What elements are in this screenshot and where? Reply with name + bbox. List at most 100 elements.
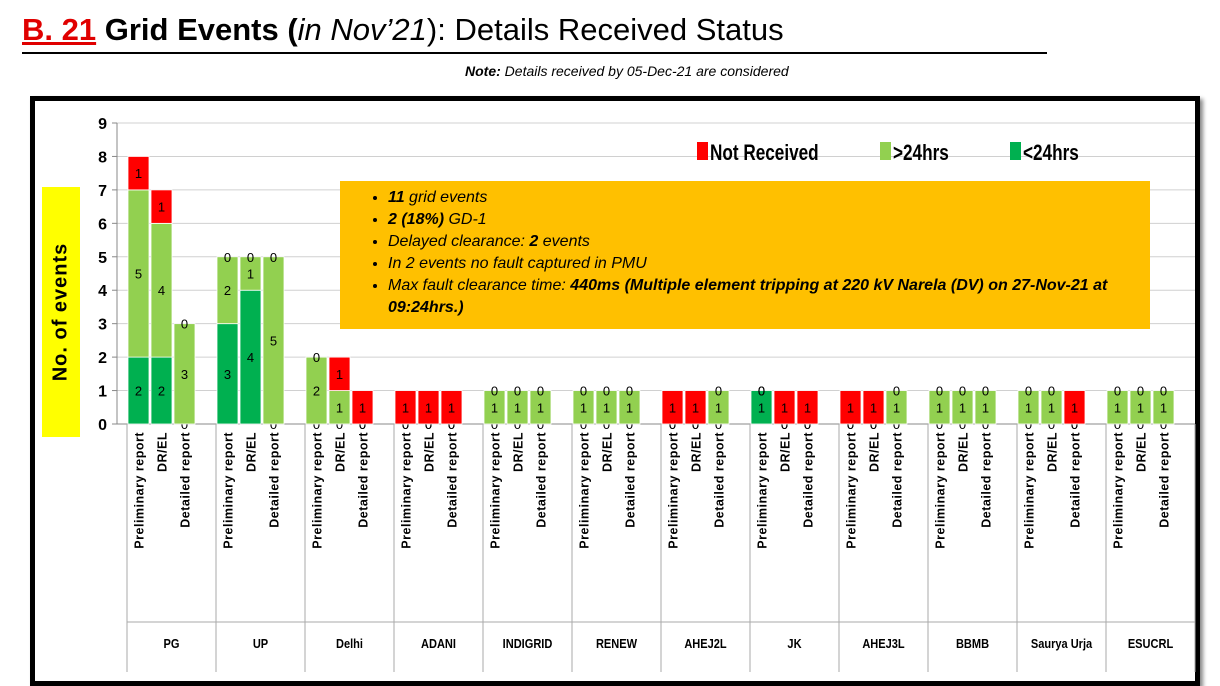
x-subcategory-label: Preliminary report <box>845 432 859 549</box>
x-subcategory-label: Detailed report <box>179 432 193 528</box>
value-label: 0 <box>936 384 943 399</box>
bar-segment <box>1017 390 1040 425</box>
bar-segment <box>796 390 819 425</box>
value-label: 0 <box>425 417 432 432</box>
value-label: 1 <box>870 400 877 415</box>
value-label: 5 <box>270 333 277 348</box>
bar-segment <box>173 323 196 425</box>
note: Note: Details received by 05-Dec-21 are … <box>465 63 789 79</box>
value-label: 3 <box>224 367 231 382</box>
y-tick-label: 9 <box>98 116 107 133</box>
value-label: 1 <box>158 200 165 215</box>
x-subcategory-label: Detailed report <box>891 432 905 528</box>
legend-label: <24hrs <box>1023 141 1079 166</box>
x-tick-label: RENEW <box>596 636 638 651</box>
value-label: 1 <box>847 400 854 415</box>
note-label: Note: <box>465 63 501 79</box>
bar-segment <box>974 390 997 425</box>
annotation-box: 11 grid events 2 (18%) GD-1 Delayed clea… <box>340 181 1150 329</box>
bar-segment <box>483 390 506 425</box>
value-label: 0 <box>982 417 989 432</box>
value-label: 0 <box>1160 417 1167 432</box>
value-label: 4 <box>158 283 165 298</box>
value-label: 0 <box>1025 384 1032 399</box>
value-label: 2 <box>313 384 320 399</box>
x-subcategory-label: Detailed report <box>802 432 816 528</box>
bar-segment <box>951 390 974 425</box>
title-text: ): Details Received Status <box>426 12 784 47</box>
value-label: 0 <box>1048 384 1055 399</box>
value-label: 1 <box>336 400 343 415</box>
x-tick-label: INDIGRID <box>503 636 553 651</box>
bar-segment <box>127 156 150 191</box>
value-label: 1 <box>135 166 142 181</box>
value-label: 0 <box>425 417 432 432</box>
value-label: 1 <box>537 400 544 415</box>
legend-swatch <box>697 142 708 160</box>
x-subcategory-label: Detailed report <box>268 432 282 528</box>
value-label: 1 <box>514 400 521 415</box>
bar-segment <box>618 390 641 425</box>
value-label: 0 <box>448 417 455 432</box>
value-label: 0 <box>537 384 544 399</box>
annotation-bold: 11 <box>388 189 405 206</box>
y-tick-label: 0 <box>98 417 107 434</box>
annotation-text: Delayed clearance: <box>388 233 530 250</box>
value-label: 0 <box>626 384 633 399</box>
x-subcategory-label: Preliminary report <box>756 432 770 549</box>
value-label: 1 <box>893 400 900 415</box>
value-label: 0 <box>580 384 587 399</box>
value-label: 0 <box>603 417 610 432</box>
legend-label: >24hrs <box>893 141 949 166</box>
annotation-item: 2 (18%) GD-1 <box>388 209 1136 231</box>
value-label: 0 <box>692 417 699 432</box>
bar-segment <box>394 390 417 425</box>
value-label: 0 <box>669 417 676 432</box>
annotation-item: Delayed clearance: 2 events <box>388 231 1136 253</box>
legend-label: Not Received <box>710 141 819 166</box>
value-label: 0 <box>580 417 587 432</box>
value-label: 0 <box>715 384 722 399</box>
bar-segment <box>351 390 374 425</box>
title-rule <box>22 52 1047 54</box>
value-label: 0 <box>758 384 765 399</box>
bar-segment <box>1106 390 1129 425</box>
x-subcategory-label: DR/EL <box>245 432 259 472</box>
x-tick-label: UP <box>253 636 268 651</box>
x-subcategory-label: Detailed report <box>624 432 638 528</box>
value-label: 2 <box>224 283 231 298</box>
slide-number: B. 21 <box>22 12 97 47</box>
value-label: 1 <box>603 400 610 415</box>
y-tick-label: 2 <box>98 350 107 367</box>
x-subcategory-label: Detailed report <box>1158 432 1172 528</box>
value-label: 0 <box>847 417 854 432</box>
value-label: 1 <box>1071 400 1078 415</box>
value-label: 0 <box>1160 384 1167 399</box>
x-subcategory-label: DR/EL <box>868 432 882 472</box>
value-label: 1 <box>336 367 343 382</box>
value-label: 1 <box>359 400 366 415</box>
value-label: 0 <box>781 417 788 432</box>
bar-segment <box>440 390 463 425</box>
value-label: 1 <box>669 400 676 415</box>
value-label: 0 <box>1025 417 1032 432</box>
legend-swatch <box>1010 142 1021 160</box>
bar-segment <box>506 390 529 425</box>
value-label: 0 <box>959 384 966 399</box>
bar-segment <box>707 390 730 425</box>
x-subcategory-label: Preliminary report <box>133 432 147 549</box>
annotation-text: GD-1 <box>444 211 487 228</box>
bar-segment <box>239 256 262 291</box>
x-subcategory-label: Preliminary report <box>1112 432 1126 549</box>
value-label: 1 <box>758 400 765 415</box>
value-label: 0 <box>893 417 900 432</box>
value-label: 0 <box>402 417 409 432</box>
value-label: 0 <box>982 384 989 399</box>
bar-segment <box>150 189 173 224</box>
x-tick-label: PG <box>164 636 180 651</box>
annotation-text: events <box>538 233 590 250</box>
bar-segment <box>750 390 773 425</box>
annotation-item: In 2 events no fault captured in PMU <box>388 253 1136 275</box>
x-subcategory-label: Preliminary report <box>222 432 236 549</box>
